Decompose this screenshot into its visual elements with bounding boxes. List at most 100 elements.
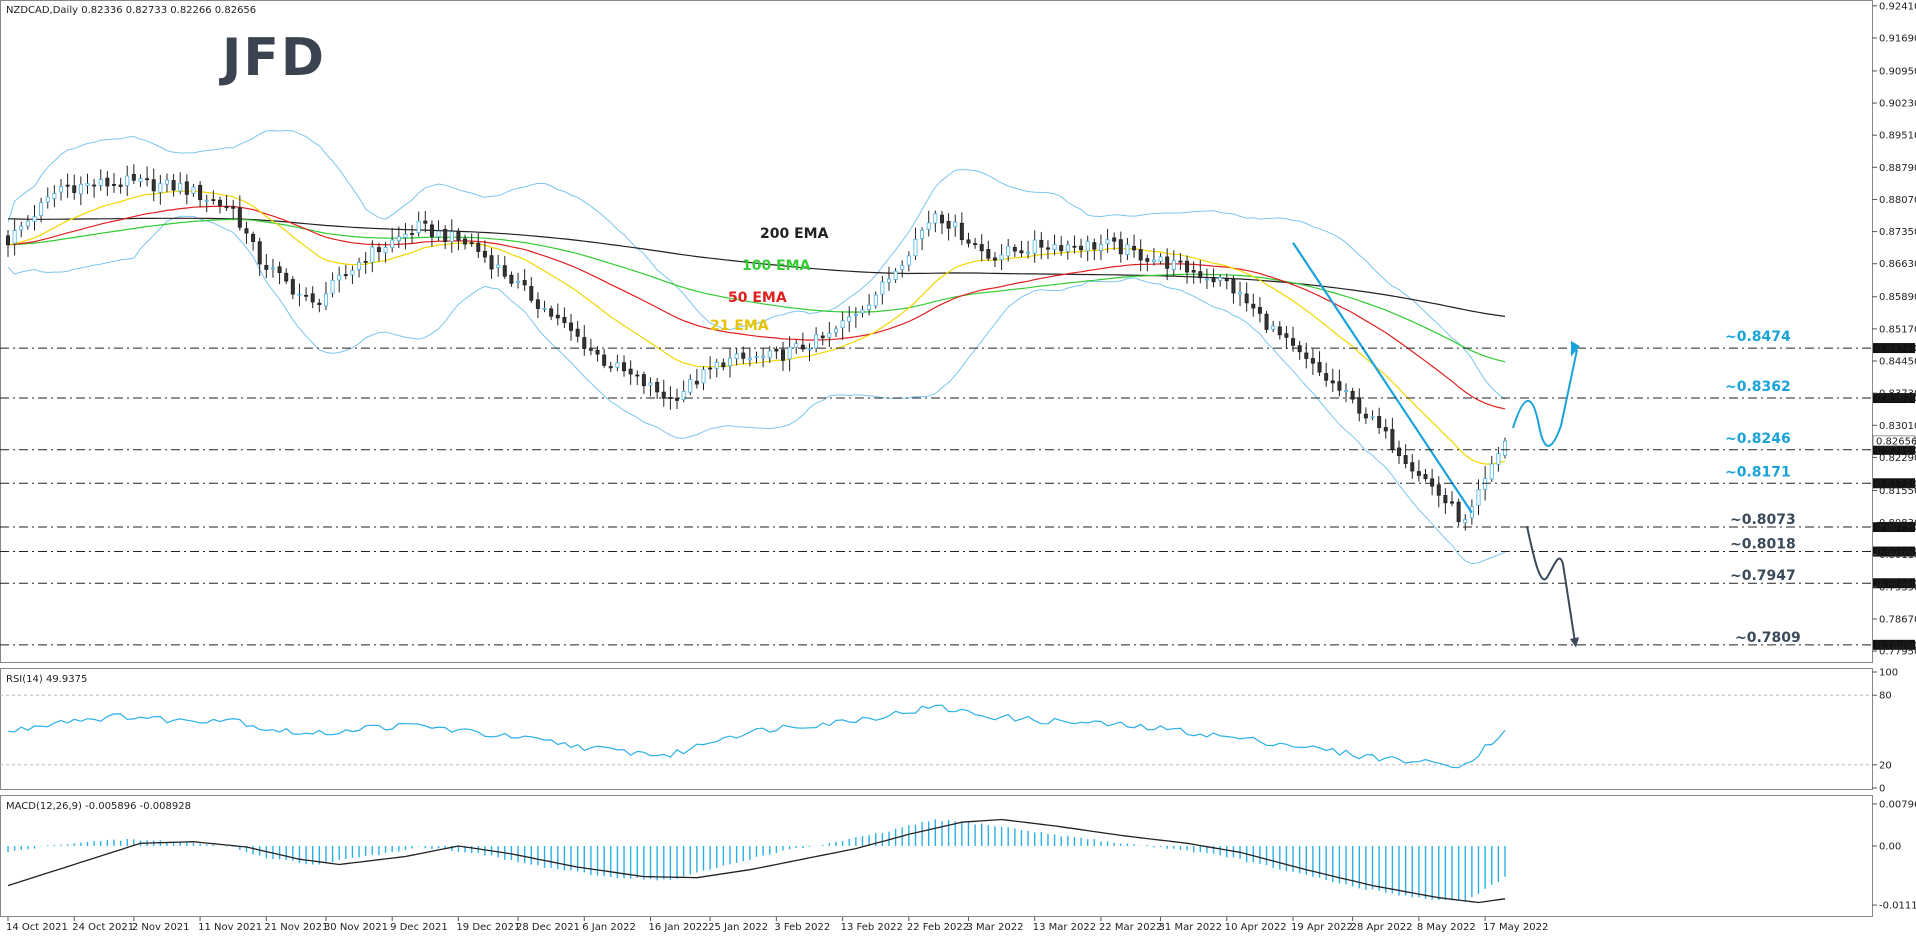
candle	[741, 346, 746, 364]
candle	[204, 194, 209, 213]
candle-body	[780, 349, 785, 361]
level-label: ~0.8246	[1725, 431, 1791, 447]
candle	[780, 341, 785, 371]
candle-body	[376, 247, 381, 253]
candle	[602, 348, 607, 369]
candle	[694, 368, 699, 389]
candle	[32, 204, 37, 231]
candle	[111, 173, 116, 193]
candle	[118, 177, 123, 194]
candle-body	[516, 280, 521, 283]
candle	[1138, 239, 1143, 272]
candle	[19, 221, 24, 238]
bollinger-lower	[7, 215, 1506, 565]
candle	[323, 281, 328, 311]
candle-body	[171, 180, 176, 191]
candle	[1390, 417, 1395, 453]
candle	[1171, 250, 1176, 277]
candle	[330, 272, 335, 298]
candle-body	[25, 220, 30, 227]
candle	[1032, 230, 1037, 263]
level-label: ~0.8073	[1730, 512, 1796, 528]
candle-body	[72, 185, 77, 193]
candle-body	[661, 391, 666, 399]
candle-body	[32, 216, 37, 222]
candle	[714, 358, 719, 378]
candle	[535, 292, 540, 319]
candle	[423, 210, 428, 233]
candle	[1403, 444, 1408, 469]
candle	[343, 264, 348, 280]
level-axis-tag: 0.80180	[1873, 546, 1916, 558]
candle	[1463, 514, 1468, 531]
candle	[164, 173, 169, 193]
candle-body	[1450, 501, 1455, 504]
candle	[833, 325, 838, 338]
candle-body	[582, 337, 587, 349]
candle-body	[125, 175, 130, 186]
candle	[1344, 383, 1349, 403]
candle-body	[1072, 245, 1077, 248]
candle	[1244, 282, 1249, 312]
candle	[1158, 253, 1163, 265]
bullish-scenario-arrow	[1512, 349, 1578, 447]
candle	[794, 340, 799, 354]
candle	[98, 169, 103, 191]
candle-body	[1257, 307, 1262, 314]
candle	[1092, 238, 1097, 261]
candle	[217, 196, 222, 214]
candle-body	[535, 299, 540, 309]
candle-body	[953, 221, 958, 228]
candle-body	[900, 265, 905, 270]
candle	[807, 343, 812, 362]
x-tick-label: 25 Jan 2022	[708, 922, 768, 933]
candle-body	[840, 320, 845, 329]
candle	[72, 174, 77, 200]
rsi-tick-label: 0	[1879, 784, 1885, 795]
candle-body	[615, 362, 620, 368]
candle	[1072, 235, 1077, 254]
ema50-line	[7, 205, 1506, 410]
bearish-scenario-arrow	[1526, 525, 1576, 643]
level-axis-tag-text: 0.80730	[1876, 523, 1916, 534]
candle	[350, 265, 355, 284]
candle	[886, 266, 891, 291]
candle	[251, 231, 256, 251]
level-label: ~0.8018	[1730, 537, 1796, 553]
candle	[1145, 254, 1150, 272]
candle-body	[1363, 413, 1368, 419]
candle	[1065, 240, 1070, 260]
candle	[337, 266, 342, 293]
candle	[814, 327, 819, 353]
x-tick-label: 3 Mar 2022	[966, 922, 1023, 933]
ema200-line	[7, 217, 1506, 317]
candle-body	[774, 348, 779, 352]
x-tick-label: 3 Feb 2022	[774, 922, 830, 933]
candle	[774, 346, 779, 360]
candle-body	[429, 224, 434, 237]
candle-body	[1118, 239, 1123, 255]
macd-tick-label: 0.00	[1879, 841, 1901, 852]
macd-signal-line	[7, 818, 1506, 904]
candle-body	[628, 368, 633, 375]
candle	[390, 227, 395, 253]
candle-body	[237, 207, 242, 228]
candle-body	[1476, 489, 1481, 506]
candle-body	[1198, 271, 1203, 279]
candle-body	[1317, 362, 1322, 373]
level-axis-tag: 0.80730	[1873, 522, 1916, 534]
candle	[1430, 468, 1435, 496]
candle-body	[973, 243, 978, 245]
x-tick-label: 16 Jan 2022	[649, 922, 709, 933]
x-tick-label: 22 Mar 2022	[1099, 922, 1162, 933]
level-label: ~0.8171	[1725, 464, 1791, 480]
symbol-header: NZDCAD,Daily 0.82336 0.82733 0.82266 0.8…	[6, 5, 256, 16]
candle-body	[105, 177, 110, 187]
candle-body	[1277, 326, 1282, 336]
